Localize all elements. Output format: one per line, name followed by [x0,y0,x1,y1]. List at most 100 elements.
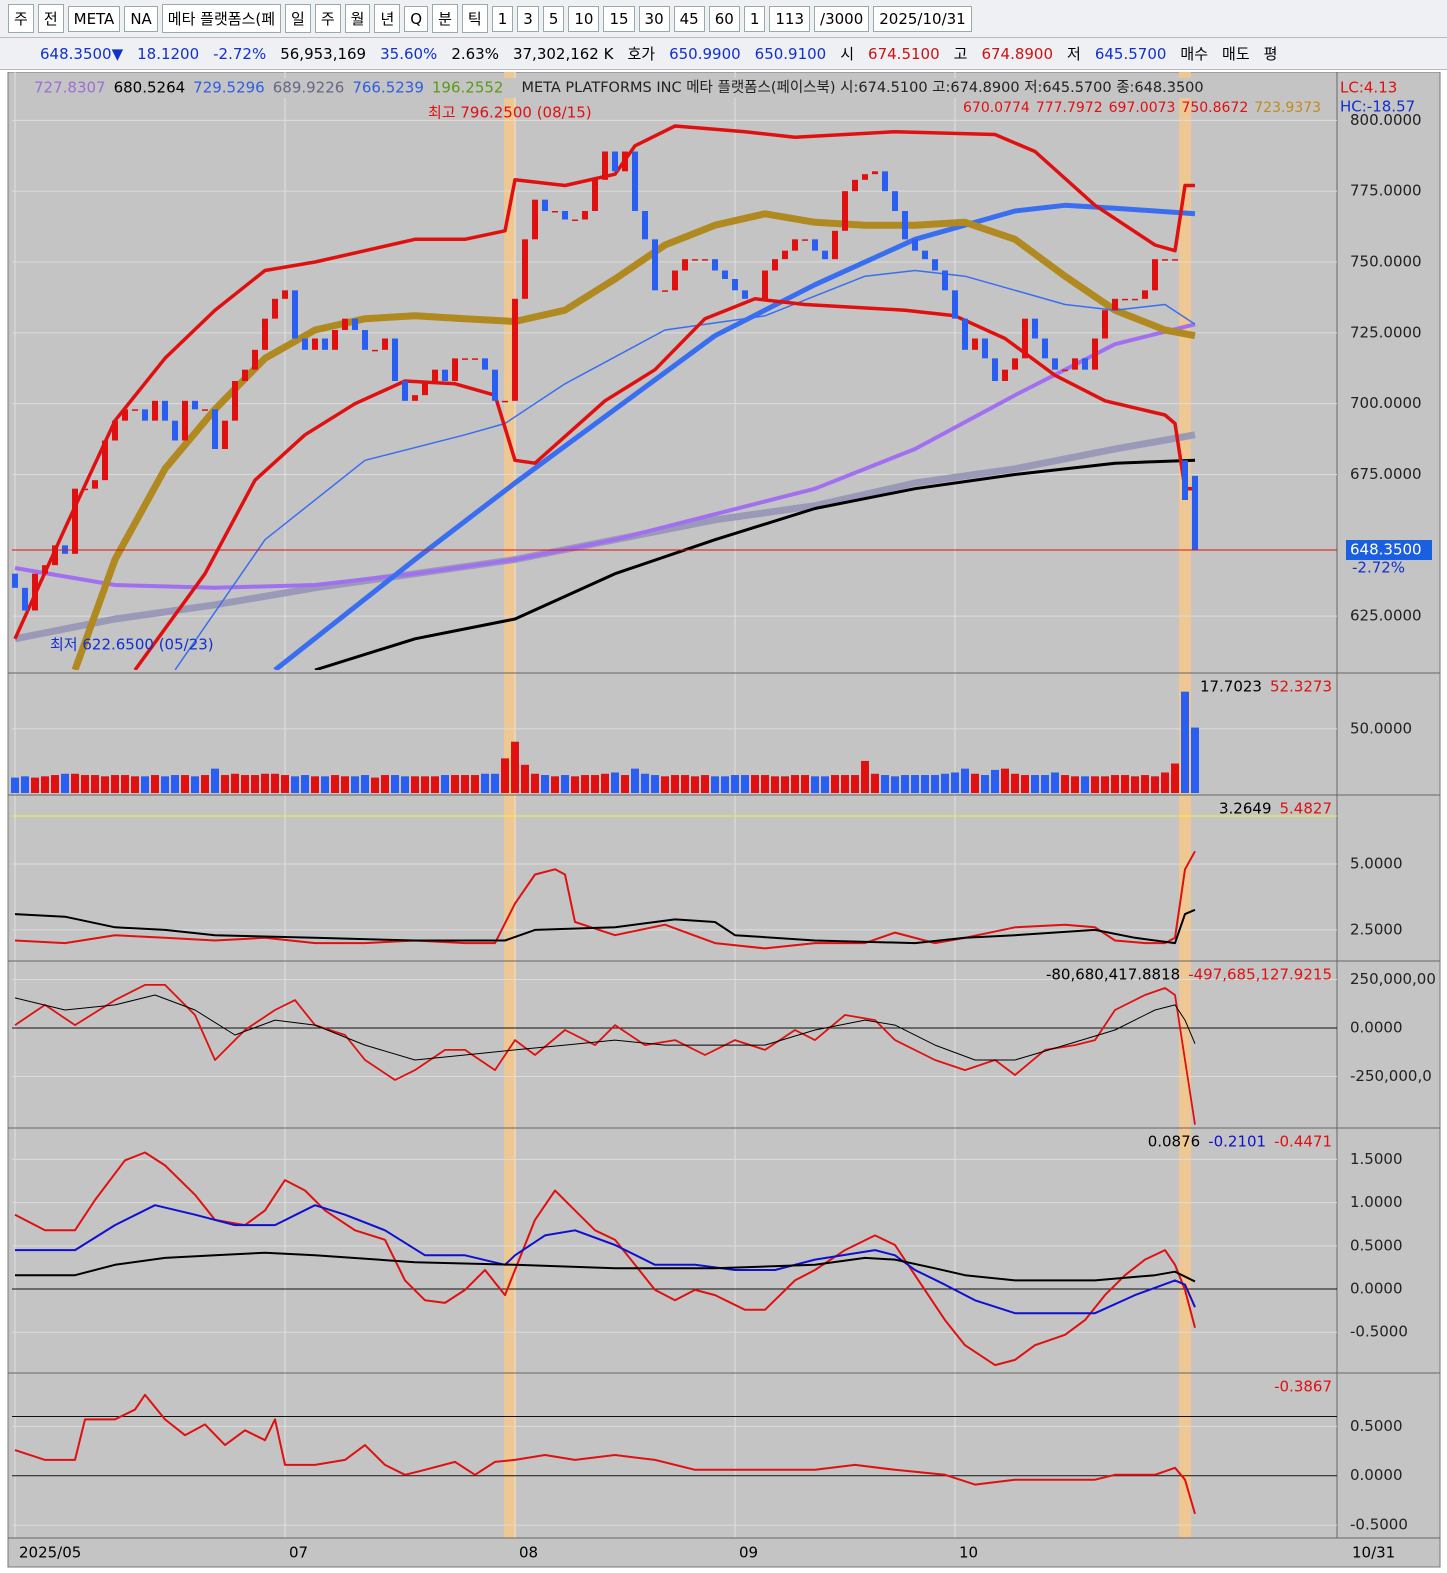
legend-value: 727.8307 [34,79,106,97]
indicator-line [174,269,1196,670]
candle-body [1142,290,1148,299]
volume-bar [881,775,889,793]
volume-bar [1001,768,1009,793]
toolbar-item[interactable]: META [67,5,121,32]
info-item: 645.5700 [1094,44,1167,63]
toolbar-item[interactable]: NA [124,5,158,32]
candle-body [202,409,208,411]
toolbar-item[interactable]: 10 [568,5,600,32]
toolbar-item[interactable]: 년 [374,4,401,33]
toolbar-item[interactable]: 틱 [461,4,488,33]
toolbar-item[interactable]: 45 [673,5,705,32]
candle-body [622,151,628,172]
y-tick-label: -0.5000 [1350,1323,1408,1341]
toolbar-item[interactable]: 3 [517,5,539,32]
volume-bar [741,775,749,793]
volume-bar [951,772,959,793]
volume-bar [251,775,259,793]
volume-bar [551,776,559,793]
toolbar-item[interactable]: 분 [432,4,458,33]
volume-bar [1111,775,1119,793]
candle-body [872,171,878,175]
info-item: 시 [840,45,855,63]
y-tick-label: 0.5000 [1350,1417,1403,1435]
candle-body [952,290,958,319]
toolbar-item[interactable]: 2025/10/31 [873,5,972,32]
candle-body [552,211,558,213]
candle-body [712,259,718,271]
y-tick-label: 50.0000 [1350,719,1412,737]
toolbar-item[interactable]: 전 [37,4,64,33]
x-tick-label: 2025/05 [19,1544,81,1562]
legend-value: 697.0073 [1109,100,1176,116]
candle-body [72,488,78,554]
toolbar-item[interactable]: 15 [603,5,635,32]
toolbar-item[interactable]: 5 [542,5,565,32]
y-tick-label: 0.5000 [1350,1236,1403,1254]
candle-body [1062,369,1068,372]
volume-bar [981,775,989,793]
candle-body [1182,460,1188,500]
toolbar-item[interactable]: /3000 [814,5,870,32]
candle-body [802,239,808,241]
toolbar-item[interactable]: 113 [769,5,811,32]
volume-bar [331,775,339,793]
candle-body [332,330,338,350]
panel-header-value: 3.2649 [1219,800,1272,818]
volume-bar [921,775,929,793]
candle-body [92,480,98,489]
candle-body [642,211,648,240]
candle-body [152,400,158,421]
candle-body [752,298,758,301]
indicator-line [14,908,1196,945]
toolbar-item[interactable]: 일 [285,4,311,33]
panel-header-value: 0.0876 [1148,1133,1201,1151]
toolbar-item[interactable]: 월 [344,4,371,33]
volume-bar [531,773,539,793]
candle-body [1042,338,1048,359]
volume-bar [51,775,59,793]
info-item: -2.72% [213,44,267,63]
toolbar-item[interactable]: 주 [314,4,341,33]
candle-body [692,259,698,261]
volume-bar [151,775,159,793]
volume-bar [831,775,839,793]
plot-background [7,72,1441,1568]
x-tick-label: 10 [959,1544,978,1562]
legend-value: 723.9373 [1254,100,1321,116]
candle-body [592,179,598,211]
toolbar-item[interactable]: 주 [8,4,34,33]
candle-body [262,318,268,350]
volume-bar [861,760,869,793]
volume-bar [11,777,19,793]
volume-bar [501,758,509,793]
info-item: 18.1200 [137,44,200,63]
candle-body [12,573,18,588]
toolbar-item[interactable]: 30 [638,5,670,32]
candle-body [192,400,198,410]
toolbar-item[interactable]: 60 [708,5,740,32]
toolbar-item[interactable]: 1 [743,5,766,32]
candle-body [52,545,58,566]
candle-body [902,211,908,240]
candle-body [1152,259,1158,291]
volume-bar [941,773,949,793]
info-bar: 648.3500▼ 18.1200 -2.72% 56,953,169 35.60% 2.… [0,38,1447,70]
y-tick-label: -0.5000 [1350,1516,1408,1534]
toolbar-item[interactable]: Q [404,5,429,32]
low-label: 최저 622.6500 (05/23) [50,636,214,654]
info-item: 674.5100 [868,44,940,63]
candle-body [122,409,128,421]
candle-body [292,290,298,339]
volume-bar [1051,772,1059,793]
candle-body [342,318,348,330]
candle-body [1092,338,1098,370]
toolbar-item[interactable]: 1 [491,5,514,32]
volume-bar [1181,691,1189,793]
candle-body [602,151,608,180]
last-price-label: 648.3500 [1350,541,1422,559]
volume-bar [1031,775,1039,793]
panel-header-value: -80,680,417.8818 [1046,966,1180,984]
volume-bar [1081,776,1089,793]
toolbar-item[interactable]: 메타 플랫폼스(페 [161,4,282,33]
